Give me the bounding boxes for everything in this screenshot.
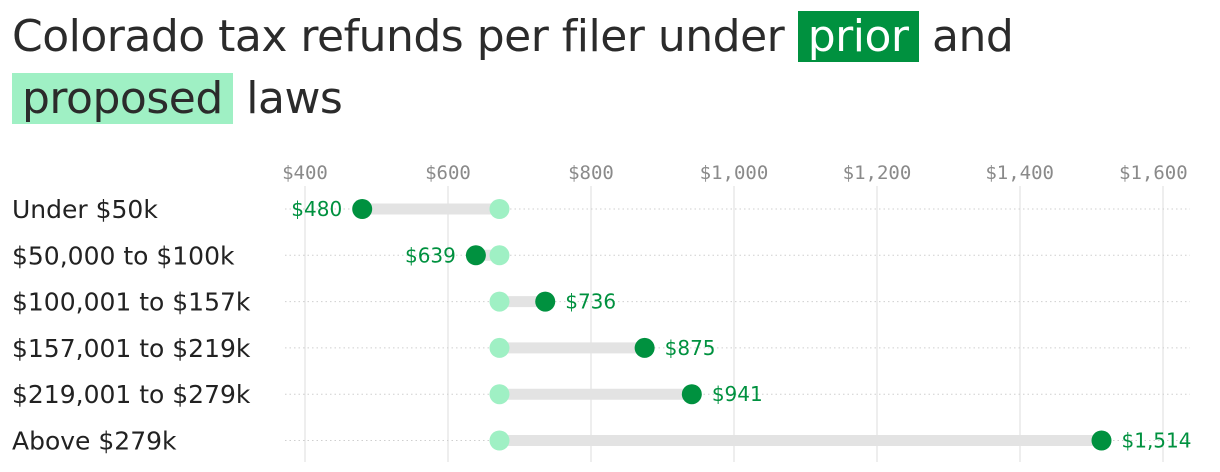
title-prior-highlight: prior <box>797 11 919 62</box>
category-label: $50,000 to $100k <box>12 241 235 270</box>
proposed-dot <box>681 384 702 405</box>
prior-dot <box>489 199 510 219</box>
x-tick-label: $1,200 <box>843 162 912 184</box>
title-proposed-highlight: proposed <box>12 73 233 124</box>
prior-dot <box>489 430 510 451</box>
category-label: $157,001 to $219k <box>12 334 251 363</box>
x-tick-label: $400 <box>282 162 328 184</box>
value-label: $736 <box>565 290 616 314</box>
value-label: $941 <box>712 382 763 406</box>
chart-rows: Under $50k $480 $50,000 to $100k $639 $100,0… <box>12 195 1191 456</box>
proposed-dot <box>465 245 486 266</box>
proposed-dot <box>352 199 373 219</box>
value-label: $639 <box>405 243 456 267</box>
gridlines <box>304 186 1164 462</box>
x-tick-label: $800 <box>568 162 614 184</box>
prior-dot <box>489 291 510 312</box>
x-axis-ticks: $400 $600 $800 $1,000 $1,200 $1,400 $1,600 <box>282 162 1188 184</box>
title-before: Colorado tax refunds per filer under <box>12 11 785 62</box>
category-label: Above $279k <box>12 427 177 456</box>
prior-dot <box>489 337 510 358</box>
x-tick-label: $600 <box>425 162 471 184</box>
proposed-dot <box>535 291 556 312</box>
title-after: laws <box>246 73 343 124</box>
x-tick-label: $1,000 <box>700 162 769 184</box>
category-label: Under $50k <box>12 195 158 224</box>
category-label: $100,001 to $157k <box>12 288 251 317</box>
chart-title: Colorado tax refunds per filer under pri… <box>12 6 1202 130</box>
category-label: $219,001 to $279k <box>12 380 251 409</box>
x-tick-label: $1,400 <box>985 162 1054 184</box>
value-label: $1,514 <box>1122 429 1192 453</box>
proposed-dot <box>1091 430 1112 451</box>
value-label: $480 <box>291 197 342 221</box>
value-label: $875 <box>665 336 716 360</box>
title-middle: and <box>932 11 1014 62</box>
prior-dot <box>489 245 510 266</box>
prior-dot <box>489 384 510 405</box>
proposed-dot <box>634 337 655 358</box>
x-tick-label: $1,600 <box>1119 162 1188 184</box>
